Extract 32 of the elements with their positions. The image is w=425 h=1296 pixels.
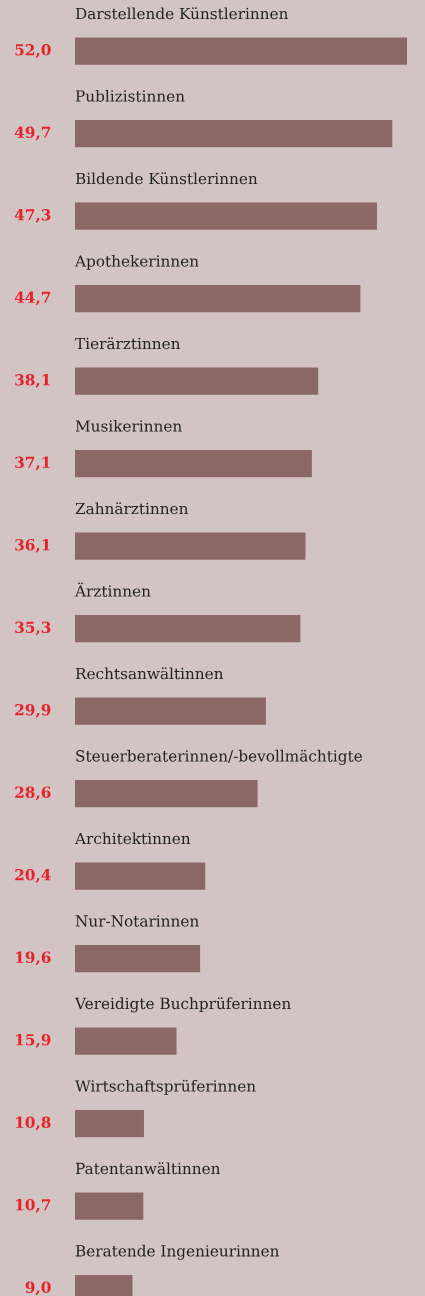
data-label: 52,0	[15, 44, 51, 58]
y-tick-label: Zahnärztinnen	[75, 502, 189, 515]
y-tick-label: Patentanwältinnen	[75, 1162, 221, 1175]
y-tick-label: Darstellende Künstlerinnen	[75, 7, 288, 20]
y-tick-label: Apothekerinnen	[74, 254, 199, 270]
y-tick-label: Musikerinnen	[75, 419, 182, 432]
data-label: 44,7	[14, 291, 51, 306]
y-tick-label: Architektinnen	[74, 832, 191, 845]
data-label: 38,1	[15, 374, 50, 388]
data-label: 29,9	[15, 703, 51, 718]
data-label: 37,1	[15, 456, 50, 471]
y-tick-label: Publizistinnen	[75, 89, 185, 102]
data-label: 35,3	[15, 621, 51, 636]
data-label: 20,4	[15, 868, 51, 883]
data-label: 47,3	[14, 209, 51, 223]
data-label: 10,7	[16, 1198, 51, 1213]
y-tick-label: Tierärztinnen	[75, 337, 181, 350]
y-tick-label: Bildende Künstlerinnen	[75, 172, 258, 185]
data-label: 49,7	[14, 126, 51, 141]
y-tick-label: Ärztinnen	[74, 582, 151, 597]
data-label: 10,8	[16, 1116, 51, 1131]
y-tick-label: Rechtsanwältinnen	[75, 667, 224, 680]
y-tick-label: Nur-Notarinnen	[75, 915, 199, 927]
y-tick-label: Vereidigte Buchprüferinnen	[74, 997, 291, 1013]
y-tick-label: Wirtschaftsprüferinnen	[75, 1079, 256, 1095]
data-label: 28,6	[15, 786, 51, 801]
data-label: 19,6	[16, 951, 51, 966]
data-label: 36,1	[15, 539, 50, 553]
y-tick-label: Beratende Ingenieurinnen	[75, 1244, 280, 1260]
y-tick-label: Steuerberaterinnen/-bevollmächtigte	[76, 749, 362, 765]
data-label: 15,9	[16, 1033, 51, 1048]
data-label: 9,0	[25, 1281, 51, 1296]
